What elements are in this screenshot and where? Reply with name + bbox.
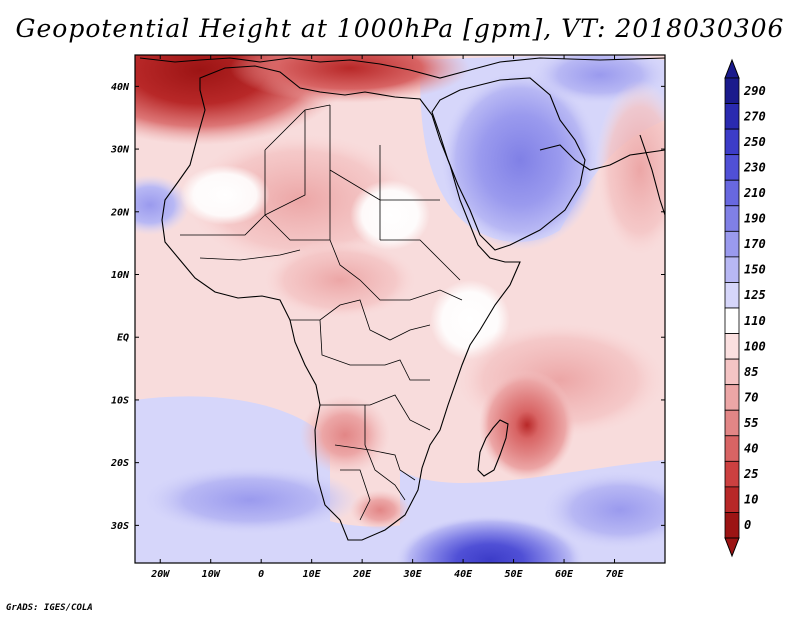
colorbar-top-arrow [724, 58, 740, 79]
x-tick-label: 70E [605, 569, 624, 580]
x-axis: 20W 10W 0 10E 20E 30E 40E 50E 60E 70E [150, 55, 625, 580]
colorbar-segment [724, 384, 740, 411]
colorbar-label: 40 [744, 442, 758, 456]
y-axis: 40N 30N 20N 10N EQ 10S 20S 30S [110, 82, 665, 532]
y-tick-label: 10S [111, 395, 129, 406]
country-borders [180, 104, 463, 521]
colorbar-label: 125 [744, 288, 766, 302]
field-arabian-sea-pink [595, 80, 665, 260]
colorbar-label: 250 [743, 135, 766, 149]
x-tick-label: 10E [303, 569, 322, 580]
colorbar-segment [724, 103, 740, 130]
map-lines [139, 57, 665, 541]
field-east-med-high [230, 55, 470, 103]
y-tick-label: 30S [110, 521, 129, 532]
persian-gulf-coast [539, 144, 665, 171]
field-shading [135, 55, 665, 563]
colorbar-segment [724, 77, 740, 104]
colorbar-label: 0 [744, 518, 751, 532]
india-coast [639, 134, 665, 216]
colorbar-label: 210 [743, 186, 766, 200]
field-atlantic-blue [135, 175, 190, 235]
footer-credit: GrADS: IGES/COLA [6, 603, 93, 613]
colorbar-segment [724, 307, 740, 334]
colorbar-segment [724, 230, 740, 258]
colorbar-segment [724, 154, 740, 181]
plot-frame [134, 54, 666, 564]
madagascar-coastline [477, 419, 509, 477]
field-cyclone [479, 370, 575, 480]
colorbar-segment [724, 205, 740, 232]
africa-coastline [161, 65, 521, 541]
colorbar-segment [724, 282, 740, 309]
colorbar-label: 110 [744, 314, 766, 328]
colorbar-segment [724, 409, 740, 437]
colorbar-label: 55 [744, 416, 758, 430]
colorbar-label: 10 [744, 493, 758, 507]
x-tick-label: 40E [454, 569, 473, 580]
colorbar-label: 70 [744, 390, 758, 404]
colorbar-segment [724, 128, 740, 156]
field-libya-white [350, 180, 430, 250]
y-tick-label: 30N [110, 145, 130, 156]
colorbar-segment [724, 435, 740, 462]
colorbar-segment [724, 333, 740, 360]
field-mauritania-white [180, 165, 270, 225]
colorbar-segment [724, 358, 740, 386]
colorbar-bottom-arrow [724, 537, 740, 558]
arabia-coastline [431, 77, 586, 251]
colorbar-segment [724, 256, 740, 283]
colorbar-label: 100 [744, 339, 766, 353]
x-tick-label: 20W [150, 569, 170, 580]
colorbar-segment [724, 460, 740, 488]
colorbar-label: 190 [744, 212, 766, 226]
colorbar-segment [724, 486, 740, 513]
x-tick-label: 60E [555, 569, 574, 580]
field-indian-low [540, 470, 665, 550]
y-tick-label: 20N [110, 207, 130, 218]
field-southern-africa-high [300, 395, 390, 475]
y-tick-label: 20S [110, 458, 129, 469]
y-tick-label: 10N [111, 270, 130, 281]
field-southern-ocean-low [395, 515, 585, 563]
colorbar-label: 25 [743, 467, 758, 481]
colorbar-label: 150 [744, 263, 766, 277]
field-arabian-low [440, 70, 600, 250]
colorbar-label: 290 [743, 84, 766, 98]
colorbar-label: 230 [743, 160, 766, 174]
y-tick-label: EQ [117, 333, 129, 344]
colorbar-segment [724, 512, 740, 539]
colorbar-label: 170 [744, 237, 766, 251]
x-tick-label: 30E [403, 569, 423, 580]
x-tick-label: 0 [258, 569, 264, 580]
field-atlantic-low [140, 465, 360, 535]
x-tick-label: 10W [202, 569, 221, 580]
field-cape-high [350, 490, 410, 530]
x-tick-label: 20E [352, 569, 372, 580]
chart-title: Geopotential Height at 1000hPa [gpm], VT… [15, 14, 785, 43]
x-tick-label: 50E [505, 569, 524, 580]
y-tick-label: 40N [111, 82, 130, 93]
colorbar-label: 85 [744, 365, 758, 379]
europe-coastline [139, 57, 665, 79]
colorbar-label: 270 [743, 109, 766, 123]
colorbar-segment [724, 179, 740, 207]
colorbar: 2902702502302101901701501251101008570554… [724, 58, 766, 558]
